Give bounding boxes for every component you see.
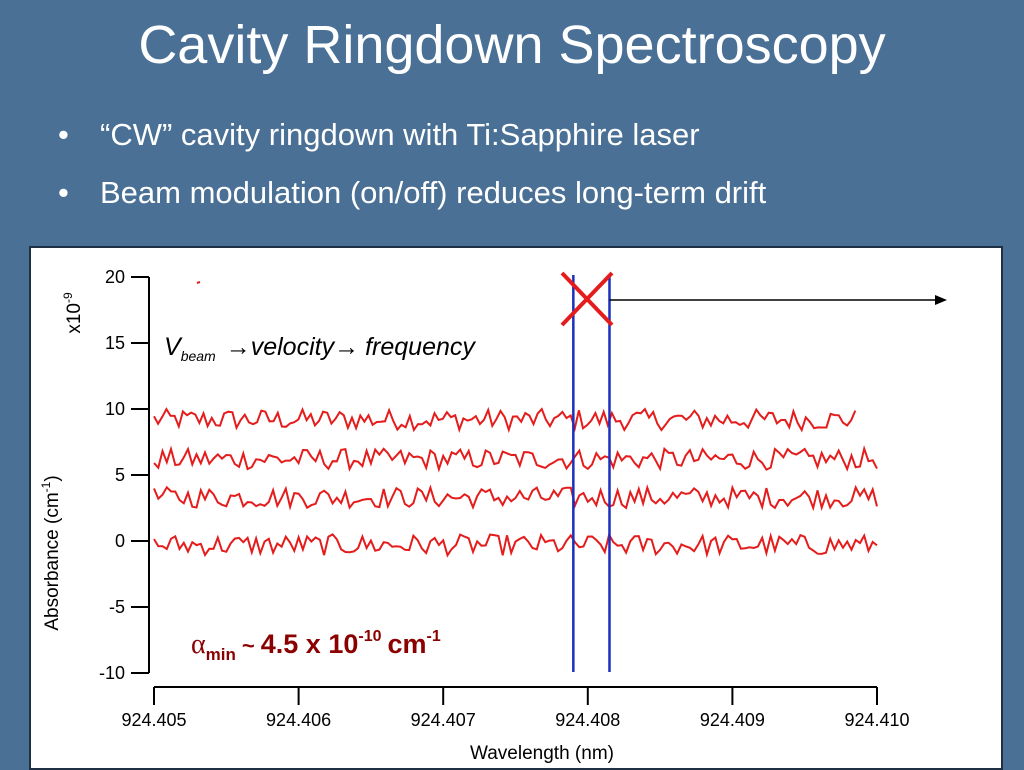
y-scale-prefix: x10 xyxy=(64,303,85,334)
y-scale-label: x10-9 xyxy=(61,292,85,334)
y-axis-label: Absorbance (cm-1) xyxy=(39,475,63,630)
x-tick-label: 924.409 xyxy=(700,710,765,730)
y-scale-exp: -9 xyxy=(61,292,75,303)
chart-traces xyxy=(153,281,878,559)
data-trace-1 xyxy=(153,406,857,434)
bullet-item: • Beam modulation (on/off) reduces long-t… xyxy=(58,170,766,216)
alpha-symbol: α xyxy=(191,629,206,660)
y-tick-label: 20 xyxy=(105,267,125,287)
alpha-sub: min xyxy=(206,645,236,664)
equation-arrow-1: → xyxy=(226,333,251,361)
x-tick-label: 924.405 xyxy=(121,710,186,730)
chart-ticks: 20 15 10 5 0 -5 -10 924.405 924.406 924.407 924.40… xyxy=(99,267,910,730)
chart-svg: 20 15 10 5 0 -5 -10 924.405 924.406 924.407 924.40… xyxy=(39,267,947,764)
x-tick-label: 924.407 xyxy=(411,710,476,730)
bullet-list: • “CW” cavity ringdown with Ti:Sapphire l… xyxy=(58,112,766,228)
bullet-dot-icon: • xyxy=(58,117,69,152)
data-trace-2 xyxy=(153,445,878,473)
equation-sub: beam xyxy=(181,348,216,364)
y-tick-label: 5 xyxy=(115,465,125,485)
alpha-mantissa: 4.5 x 10 xyxy=(261,629,359,659)
x-axis-label: Wavelength (nm) xyxy=(470,743,614,764)
data-trace-4 xyxy=(153,532,878,559)
y-axis-label-exp: -1 xyxy=(39,481,53,492)
alpha-unit: cm xyxy=(387,629,426,659)
slide-title: Cavity Ringdown Spectroscopy xyxy=(138,15,886,75)
equation-frequency: frequency xyxy=(365,333,476,361)
equation-velocity: velocity xyxy=(251,333,336,361)
bullet-item: • “CW” cavity ringdown with Ti:Sapphire l… xyxy=(58,112,766,158)
data-trace-3 xyxy=(153,484,878,512)
alpha-unit-exp: -1 xyxy=(427,628,441,645)
y-axis-label-main: Absorbance (cm xyxy=(42,492,63,630)
y-tick-label: 10 xyxy=(105,399,125,419)
alpha-tilde: ~ xyxy=(242,633,255,658)
cross-icon xyxy=(560,271,614,327)
chart-figure: 20 15 10 5 0 -5 -10 924.405 924.406 924.407 924.40… xyxy=(29,246,1003,770)
chart-markers xyxy=(560,271,947,672)
bullet-text: Beam modulation (on/off) reduces long-te… xyxy=(100,175,767,210)
bullet-text: “CW” cavity ringdown with Ti:Sapphire la… xyxy=(100,117,700,152)
y-tick-label: -10 xyxy=(99,663,125,683)
equation-v: V xyxy=(164,333,183,361)
y-tick-label: -5 xyxy=(109,597,125,617)
alpha-exp: -10 xyxy=(358,628,381,645)
y-tick-label: 15 xyxy=(105,333,125,353)
velocity-equation: Vbeam →velocity→ frequency xyxy=(164,333,476,364)
bullet-dot-icon: • xyxy=(58,175,69,210)
x-tick-label: 924.406 xyxy=(266,710,331,730)
x-tick-label: 924.408 xyxy=(555,710,620,730)
x-tick-label: 924.410 xyxy=(844,710,909,730)
alpha-min-label: αmin ~4.5 x 10-10 cm-1 xyxy=(191,628,441,664)
y-axis-label-end: ) xyxy=(42,475,63,481)
equation-arrow-2: → xyxy=(334,333,359,361)
stray-mark xyxy=(196,281,201,284)
arrow-head-icon xyxy=(935,295,947,305)
y-tick-label: 0 xyxy=(115,531,125,551)
